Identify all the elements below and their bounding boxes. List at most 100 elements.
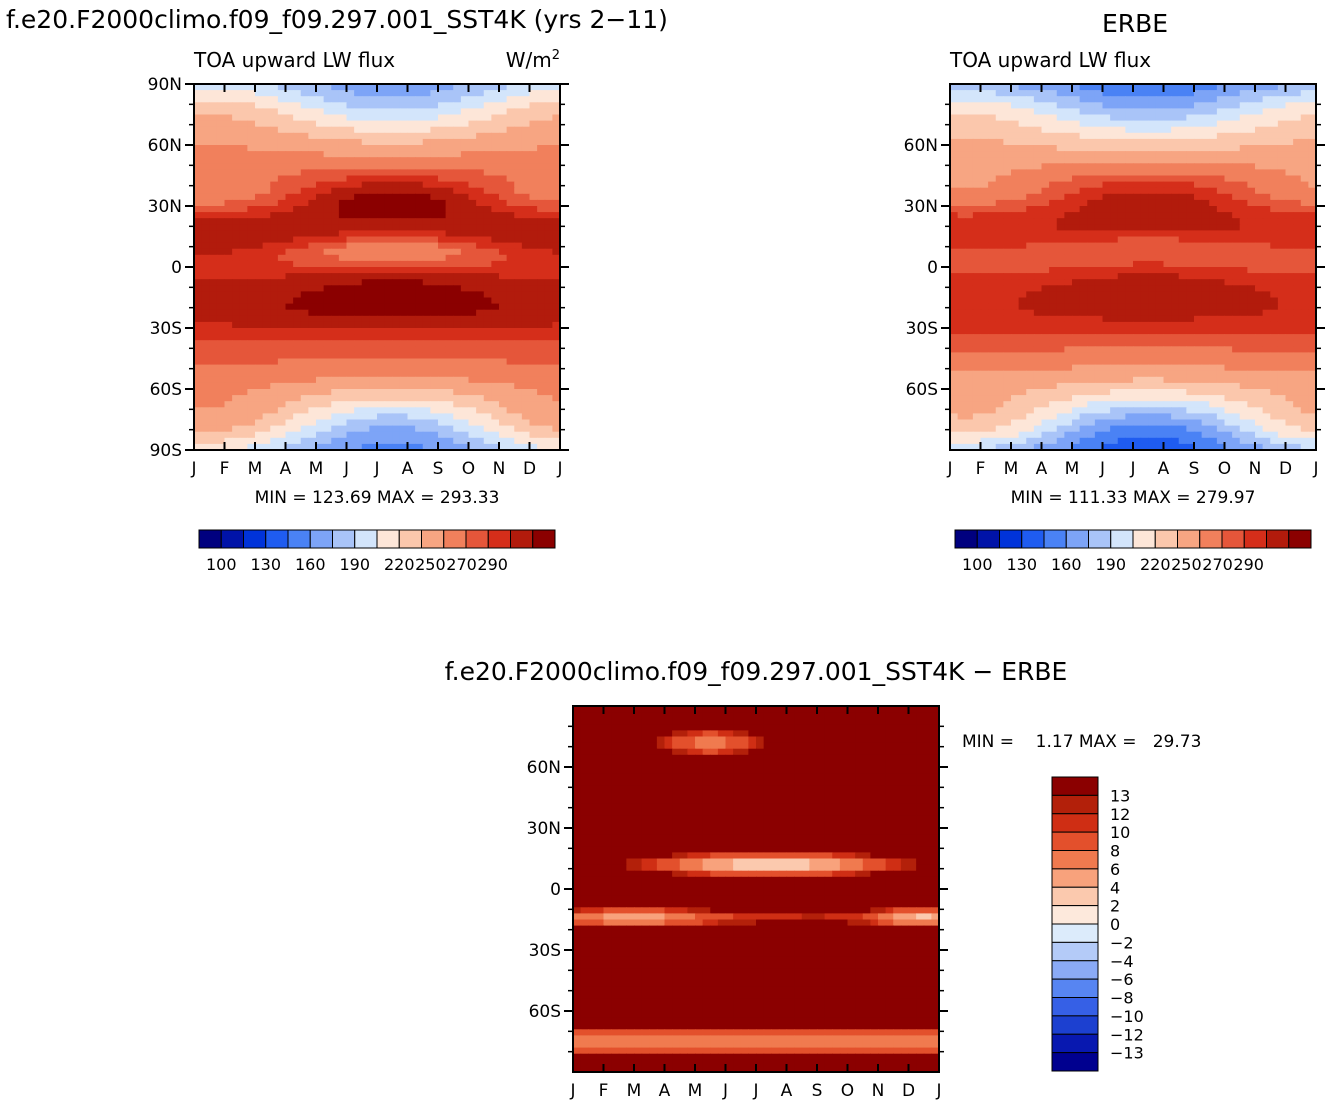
heat-cell <box>1003 163 1011 170</box>
heat-cell <box>996 115 1004 122</box>
heat-cell <box>1042 267 1050 274</box>
heat-cell <box>469 127 477 134</box>
heat-cell <box>1042 249 1050 256</box>
heat-cell <box>996 218 1004 225</box>
heat-cell <box>293 255 301 262</box>
heat-cell <box>981 298 989 305</box>
heat-cell <box>438 115 446 122</box>
heat-cell <box>1286 243 1294 250</box>
heat-cell <box>202 395 210 402</box>
heat-cell <box>415 340 423 347</box>
heat-cell <box>438 169 446 176</box>
heat-cell <box>240 127 248 134</box>
heat-cell <box>278 237 286 244</box>
heat-cell <box>950 255 958 262</box>
heat-cell <box>438 96 446 103</box>
heat-cell <box>1179 127 1187 134</box>
heat-cell <box>484 261 492 268</box>
heat-cell <box>202 127 210 134</box>
heat-cell <box>545 340 553 347</box>
heat-cell <box>1095 176 1103 183</box>
heat-cell <box>1026 273 1034 280</box>
heat-cell <box>1194 261 1202 268</box>
heat-cell <box>1148 96 1156 103</box>
heat-cell <box>263 365 271 372</box>
heat-cell <box>217 188 225 195</box>
heat-cell <box>354 426 362 433</box>
heat-cell <box>981 145 989 152</box>
heat-cell <box>316 115 324 122</box>
heat-cell <box>522 371 530 378</box>
heat-cell <box>308 291 316 298</box>
heat-cell <box>408 395 416 402</box>
heat-cell <box>392 115 400 122</box>
heat-cell <box>392 316 400 323</box>
heat-cell <box>270 139 278 146</box>
heat-cell <box>1225 139 1233 146</box>
heat-cell <box>1095 291 1103 298</box>
heat-cell <box>263 432 271 439</box>
heat-cell <box>354 261 362 268</box>
heat-cell <box>392 285 400 292</box>
heat-cell <box>1003 285 1011 292</box>
heat-cell <box>286 108 294 115</box>
heat-cell <box>438 328 446 335</box>
heat-cell <box>484 273 492 280</box>
heat-cell <box>263 133 271 140</box>
heat-cell <box>209 249 217 256</box>
heat-cell <box>400 176 408 183</box>
heat-cell <box>1087 285 1095 292</box>
heat-cell <box>225 96 233 103</box>
heat-cell <box>522 395 530 402</box>
heat-cell <box>232 261 240 268</box>
heat-cell <box>430 322 438 329</box>
heat-cell <box>1217 279 1225 286</box>
heat-cell <box>1301 230 1309 237</box>
heat-cell <box>308 298 316 305</box>
heat-cell <box>1255 188 1263 195</box>
heat-cell <box>530 230 538 237</box>
heat-cell <box>339 334 347 341</box>
heat-cell <box>225 328 233 335</box>
heat-cell <box>316 291 324 298</box>
heat-cell <box>973 285 981 292</box>
heat-cell <box>1034 139 1042 146</box>
heat-cell <box>270 230 278 237</box>
heat-cell <box>1209 127 1217 134</box>
heat-cell <box>1148 157 1156 164</box>
heat-cell <box>415 352 423 359</box>
heat-cell <box>316 352 324 359</box>
heat-cell <box>324 426 332 433</box>
heat-cell <box>1110 255 1118 262</box>
heat-cell <box>1042 96 1050 103</box>
heat-cell <box>537 133 545 140</box>
heat-cell <box>1125 261 1133 268</box>
heat-cell <box>1286 249 1294 256</box>
heat-cell <box>1034 194 1042 201</box>
heat-cell <box>476 316 484 323</box>
heat-cell <box>209 371 217 378</box>
heat-cell <box>1003 304 1011 311</box>
heat-cell <box>408 420 416 427</box>
heat-cell <box>507 163 515 170</box>
heat-cell <box>1103 316 1111 323</box>
heat-cell <box>232 224 240 231</box>
heat-cell <box>1301 267 1309 274</box>
heat-cell <box>385 188 393 195</box>
heat-cell <box>377 84 385 91</box>
heat-cell <box>392 383 400 390</box>
heat-cell <box>1301 127 1309 134</box>
heat-cell <box>1042 218 1050 225</box>
heat-cell <box>446 359 454 366</box>
heat-cell <box>1301 291 1309 298</box>
heat-cell <box>331 328 339 335</box>
heat-cell <box>324 359 332 366</box>
heat-cell <box>1179 115 1187 122</box>
heat-cell <box>1057 84 1065 91</box>
heat-cell <box>1118 206 1126 213</box>
heat-cell <box>1080 267 1088 274</box>
heat-cell <box>209 438 217 445</box>
heat-cell <box>278 426 286 433</box>
heat-cell <box>522 169 530 176</box>
heat-cell <box>293 102 301 109</box>
